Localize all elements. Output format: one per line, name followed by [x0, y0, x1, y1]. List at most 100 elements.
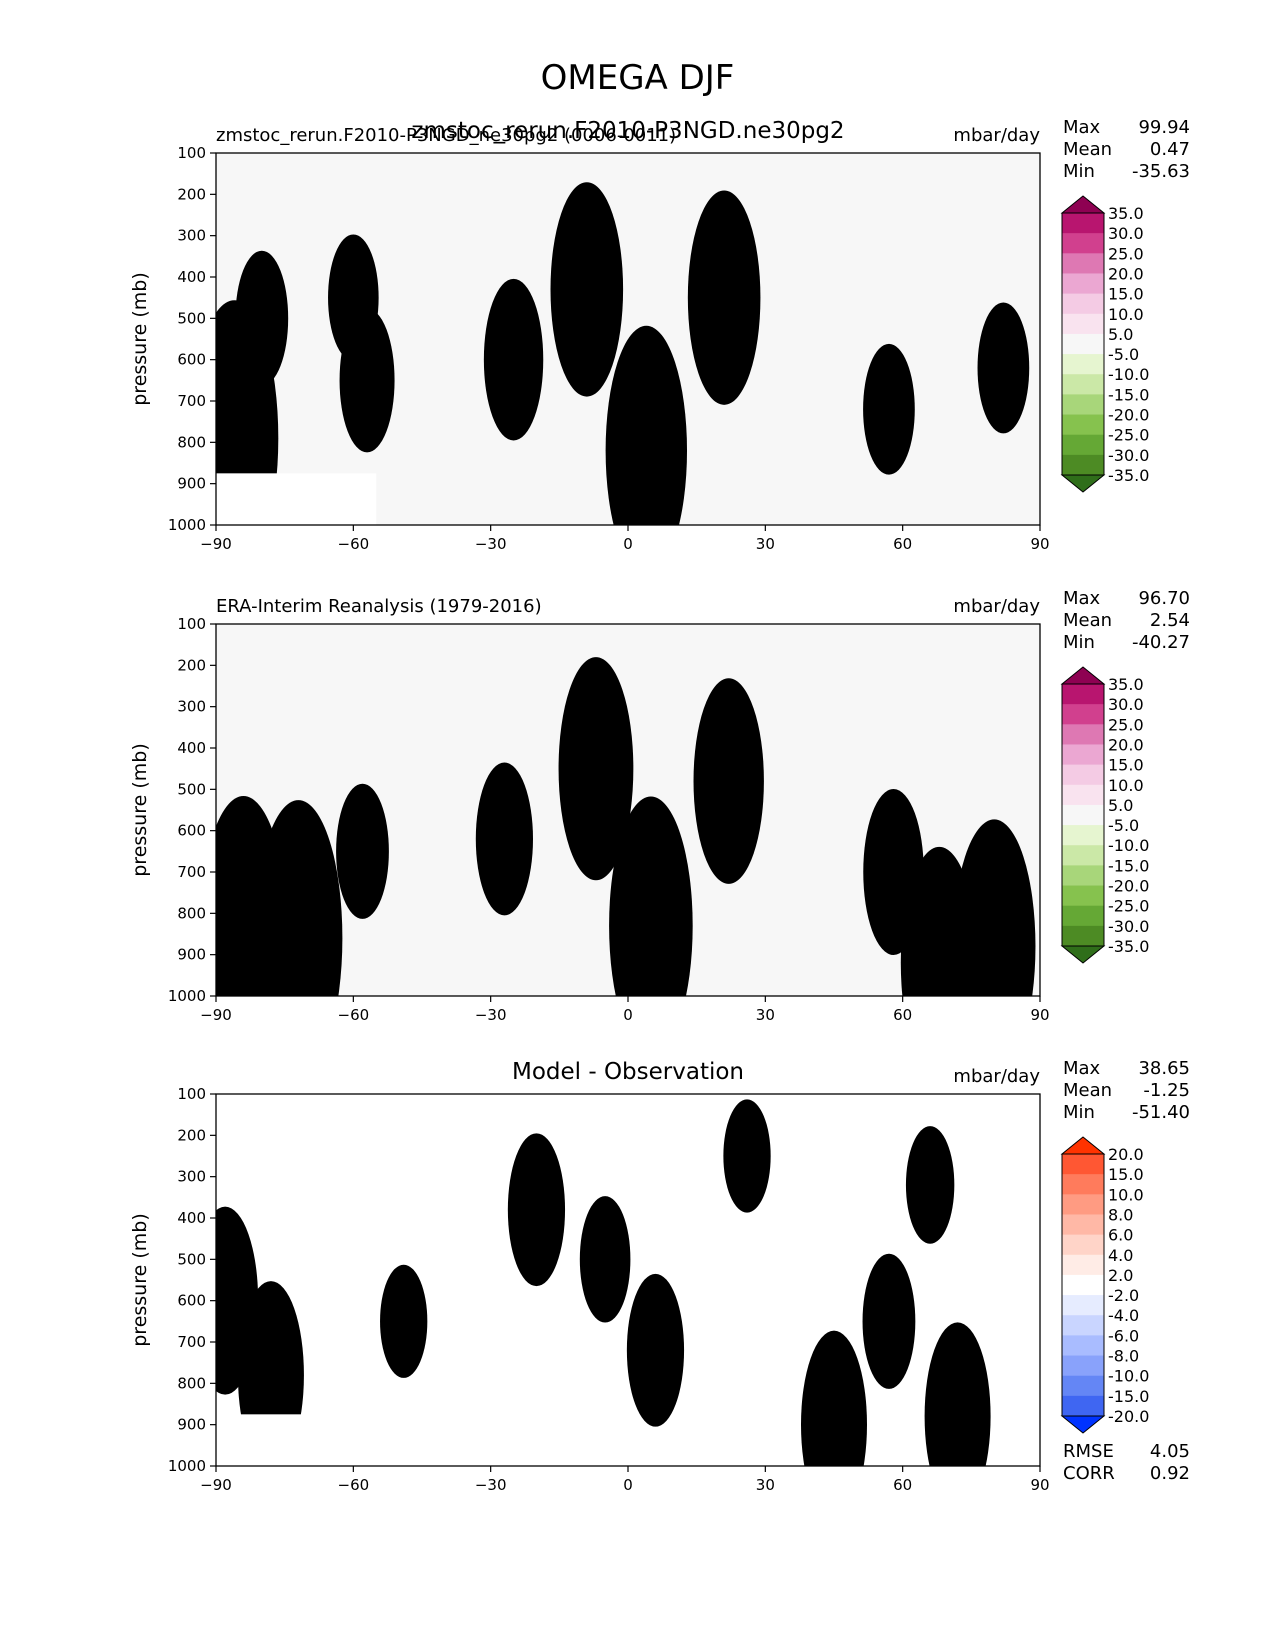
colorbar-segment — [1062, 1234, 1104, 1256]
y-tick-label: 900 — [177, 946, 206, 964]
x-tick-label: −90 — [200, 1006, 232, 1024]
colorbar-segment — [1062, 925, 1104, 947]
colorbar-label: 5.0 — [1108, 325, 1133, 344]
colorbar-segment — [1062, 1295, 1104, 1316]
masked-region — [216, 473, 377, 525]
stat-value: -35.63 — [1132, 161, 1190, 182]
colorbar-frame — [1061, 212, 1105, 476]
x-tick-label: −60 — [338, 1006, 370, 1024]
field-feature-9-core — [881, 843, 906, 901]
colorbar-extend-bottom — [1060, 1415, 1106, 1434]
field-feature-9-core — [877, 1296, 901, 1346]
colorbar-segment — [1062, 1335, 1104, 1357]
colorbar-segment — [1062, 293, 1104, 315]
colorbar-frame — [1061, 683, 1105, 947]
colorbar-label: -10.0 — [1108, 1367, 1149, 1386]
field-feature-8-core — [710, 263, 738, 332]
colorbar-label: 15.0 — [1108, 1165, 1144, 1184]
colorbar-label: 15.0 — [1108, 285, 1144, 304]
colorbar-label: -20.0 — [1108, 1407, 1149, 1426]
stat-name: Max — [1063, 588, 1101, 609]
field-feature-8-core — [715, 747, 743, 815]
colorbar-label: -20.0 — [1108, 406, 1149, 425]
colorbar-segment — [1062, 454, 1104, 476]
panel-title: Model - Observation — [512, 1059, 744, 1085]
stat-name: Mean — [1063, 139, 1112, 160]
stat-name: Min — [1063, 161, 1095, 182]
field-feature-8-core — [821, 1393, 847, 1456]
y-axis-label: pressure (mb) — [129, 743, 151, 877]
colorbar-label: 35.0 — [1108, 675, 1144, 694]
y-tick-label: 500 — [177, 780, 206, 798]
y-tick-label: 200 — [177, 1126, 206, 1144]
stat-value: 99.94 — [1138, 117, 1190, 138]
y-tick-label: 400 — [177, 268, 206, 286]
field-feature-10-core — [919, 1162, 941, 1208]
field-feature-2-core — [250, 293, 273, 343]
colorbar-segment — [1062, 374, 1104, 395]
field-feature-7-core — [631, 411, 661, 490]
stat-name: Mean — [1063, 610, 1112, 631]
x-tick-label: −90 — [200, 1476, 232, 1494]
field-feature-3-core — [216, 885, 233, 942]
x-tick-label: 90 — [1030, 1476, 1049, 1494]
contour-field — [216, 657, 1036, 996]
y-tick-label: 500 — [177, 309, 206, 327]
panel-title: zmstoc_rerun.F2010-P3NGD.ne30pg2 — [411, 118, 844, 144]
y-tick-label: 700 — [177, 392, 206, 410]
colorbar-segment — [1062, 1375, 1104, 1397]
colorbar-label: -10.0 — [1108, 836, 1149, 855]
colorbar-extend-top — [1060, 666, 1106, 685]
colorbar-label: -35.0 — [1108, 937, 1149, 956]
colorbar-segment — [1062, 233, 1104, 254]
stat-name: Max — [1063, 117, 1101, 138]
colorbar-extend-bottom — [1060, 474, 1106, 493]
colorbar-segment — [1062, 434, 1104, 456]
stat-value: -51.40 — [1132, 1102, 1190, 1123]
colorbar-label: -30.0 — [1108, 446, 1149, 465]
colorbar-label: -35.0 — [1108, 466, 1149, 485]
colorbar-label: -15.0 — [1108, 1387, 1149, 1406]
colorbar-label: -25.0 — [1108, 426, 1149, 445]
x-tick-label: −30 — [475, 1006, 507, 1024]
colorbar-label: 10.0 — [1108, 1185, 1144, 1204]
field-feature-2-core — [258, 1344, 284, 1407]
x-tick-label: −30 — [475, 1476, 507, 1494]
colorbar-label: -30.0 — [1108, 917, 1149, 936]
x-tick-label: 90 — [1030, 535, 1049, 553]
colorbar-extend-top — [1060, 195, 1106, 214]
y-tick-label: 400 — [177, 1209, 206, 1227]
colorbar-segment — [1062, 804, 1104, 826]
panel-subtitle: ERA-Interim Reanalysis (1979-2016) — [216, 596, 542, 617]
stat-name: CORR — [1063, 1463, 1115, 1484]
colorbar-label: -4.0 — [1108, 1306, 1139, 1325]
y-tick-label: 600 — [177, 822, 206, 840]
colorbar-segment — [1062, 313, 1104, 335]
x-tick-label: −60 — [338, 1476, 370, 1494]
stat-value: 96.70 — [1138, 588, 1190, 609]
colorbar: 35.030.025.020.0 15.010.05.0-5.0-10.0-15.… — [1060, 195, 1149, 493]
units-label: mbar/day — [953, 1066, 1040, 1087]
masked-region — [216, 1414, 326, 1466]
colorbar-segment — [1062, 865, 1104, 887]
y-tick-label: 1000 — [168, 516, 206, 534]
x-tick-label: 0 — [623, 1476, 633, 1494]
x-tick-label: −30 — [475, 535, 507, 553]
colorbar-segment — [1062, 905, 1104, 927]
colorbar-label: 20.0 — [1108, 1145, 1144, 1164]
colorbar-segment — [1062, 744, 1104, 766]
colorbar-label: -6.0 — [1108, 1326, 1139, 1345]
colorbar-segment — [1062, 764, 1104, 786]
colorbar-label: 30.0 — [1108, 695, 1144, 714]
colorbar-label: -5.0 — [1108, 816, 1139, 835]
stat-name: Min — [1063, 1102, 1095, 1123]
field-feature-7-core — [635, 885, 666, 966]
y-tick-label: 400 — [177, 739, 206, 757]
colorbar-segment — [1062, 1214, 1104, 1236]
colorbar-label: -20.0 — [1108, 877, 1149, 896]
colorbar: 35.030.025.020.0 15.010.05.0-5.0-10.0-15.… — [1060, 666, 1149, 964]
stat-name: Min — [1063, 632, 1095, 653]
